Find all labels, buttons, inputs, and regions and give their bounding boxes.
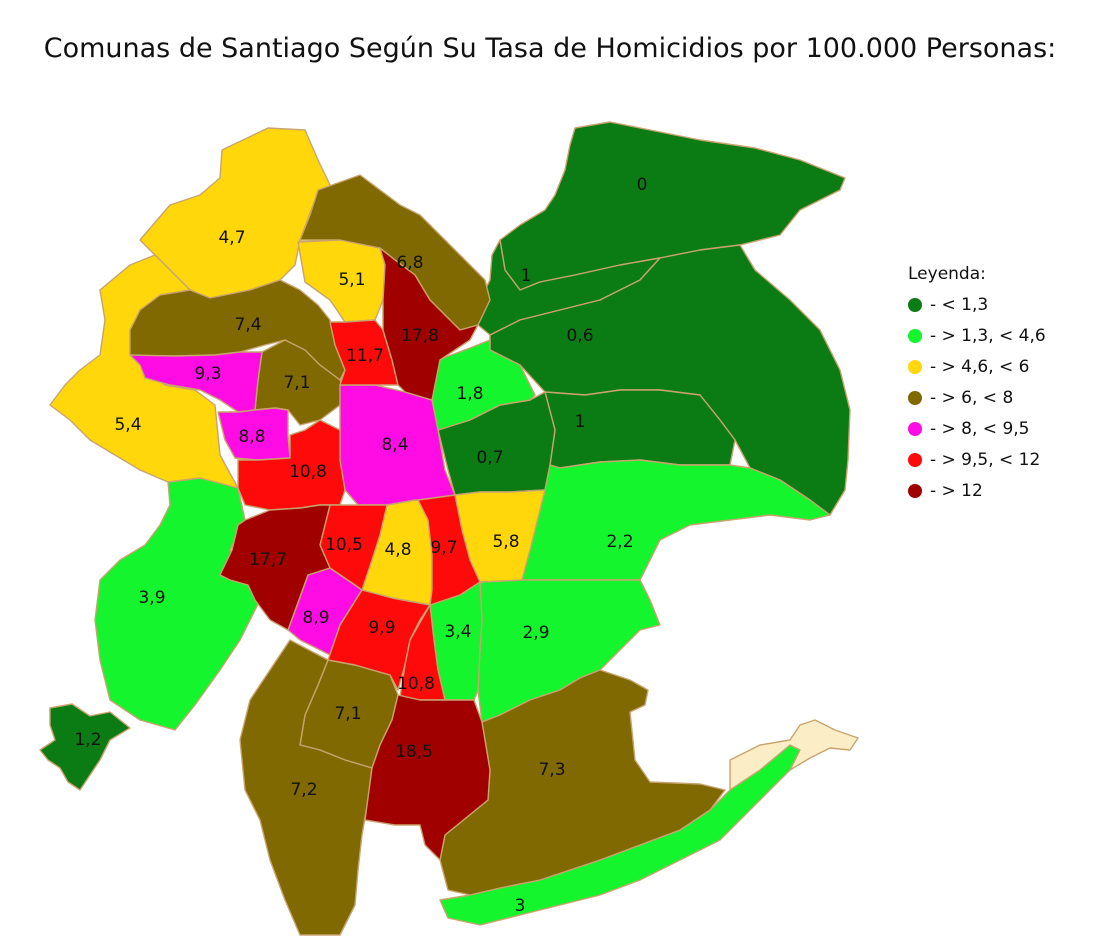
comuna-rate-label: 7,4 [234,315,261,335]
comuna-rate-label: 0 [637,175,648,195]
comuna-rate-label: 10,8 [289,462,327,482]
comuna-rate-label: 9,3 [194,364,221,384]
comuna-rate-label: 17,7 [249,550,287,570]
comuna-region [237,419,346,511]
comuna-rate-label: 1 [521,266,532,286]
comuna-rate-label: 7,3 [538,760,565,780]
comuna-rate-label: 1,2 [74,730,101,750]
comuna-rate-label: 3 [515,896,526,916]
legend-item: - > 1,3, < 4,6 [908,320,1046,351]
legend-swatch-icon [908,483,922,498]
legend-swatch-icon [908,359,922,374]
comuna-rate-label: 11,7 [346,346,384,366]
legend-swatch-icon [908,328,922,343]
comuna-rate-label: 4,7 [218,228,245,248]
comuna-rate-label: 8,9 [302,608,329,628]
labels-layer: 0 1 0,6 1 0,7 1,2 1,8 2,2 2,9 3,4 3,9 3 4,7 5,1 5,4 4,8… [74,175,647,916]
comuna-rate-label: 1 [575,412,586,432]
legend-label: - > 1,3, < 4,6 [930,325,1046,346]
legend-label: - > 12 [930,480,983,501]
legend-title: Leyenda: [908,264,986,284]
comuna-region [94,477,261,731]
legend-label: - > 4,6, < 6 [930,356,1030,377]
comuna-rate-label: 9,7 [430,538,457,558]
legend-label: - < 1,3 [930,294,989,315]
comuna-region [364,694,491,861]
comuna-rate-label: 17,8 [401,326,439,346]
legend-label: - > 9,5, < 12 [930,449,1041,470]
comuna-region [417,494,481,606]
comuna-rate-label: 4,8 [384,540,411,560]
comuna-rate-label: 9,9 [368,618,395,638]
legend-swatch-icon [908,452,922,467]
comuna-rate-label: 7,1 [334,704,361,724]
comuna-region [239,639,373,936]
comuna-rate-label: 5,1 [338,270,365,290]
comuna-rate-label: 7,2 [290,780,317,800]
comuna-region [439,669,726,896]
comuna-rate-label: 1,8 [456,384,483,404]
legend-item: - > 12 [908,475,1046,506]
comuna-rate-label: 3,4 [444,622,471,642]
legend-item: - < 1,3 [908,289,1046,320]
regions-layer [39,121,859,936]
comuna-region [379,247,479,401]
legend-label: - > 8, < 9,5 [930,418,1030,439]
comuna-rate-label: 6,8 [396,253,423,273]
legend-item: - > 9,5, < 12 [908,444,1046,475]
legend-item: - > 6, < 8 [908,382,1046,413]
comuna-rate-label: 2,2 [606,532,633,552]
comuna-rate-label: 8,4 [381,435,408,455]
legend-swatch-icon [908,421,922,436]
comuna-rate-label: 0,7 [476,448,503,468]
legend-swatch-icon [908,297,922,312]
map-title: Comunas de Santiago Según Su Tasa de Hom… [43,33,1057,64]
legend-item: - > 8, < 9,5 [908,413,1046,444]
legend-items: - < 1,3 - > 1,3, < 4,6 - > 4,6, < 6 - > 6, … [908,289,1046,506]
comuna-region [39,703,131,791]
comuna-rate-label: 3,9 [138,588,165,608]
comuna-rate-label: 2,9 [522,623,549,643]
comuna-rate-label: 8,8 [238,427,265,447]
comuna-rate-label: 5,8 [492,532,519,552]
legend-item: - > 4,6, < 6 [908,351,1046,382]
comuna-region [219,504,331,631]
legend-swatch-icon [908,390,922,405]
comuna-rate-label: 0,6 [566,326,593,346]
legend: Leyenda: - < 1,3 - > 1,3, < 4,6 - > 4,6, <… [908,264,1046,506]
comuna-rate-label: 7,1 [283,373,310,393]
comuna-rate-label: 10,8 [397,674,435,694]
comuna-rate-label: 18,5 [395,742,433,762]
comuna-rate-label: 5,4 [114,415,141,435]
comuna-rate-label: 10,5 [325,535,363,555]
comuna-region [217,407,291,461]
legend-label: - > 6, < 8 [930,387,1014,408]
